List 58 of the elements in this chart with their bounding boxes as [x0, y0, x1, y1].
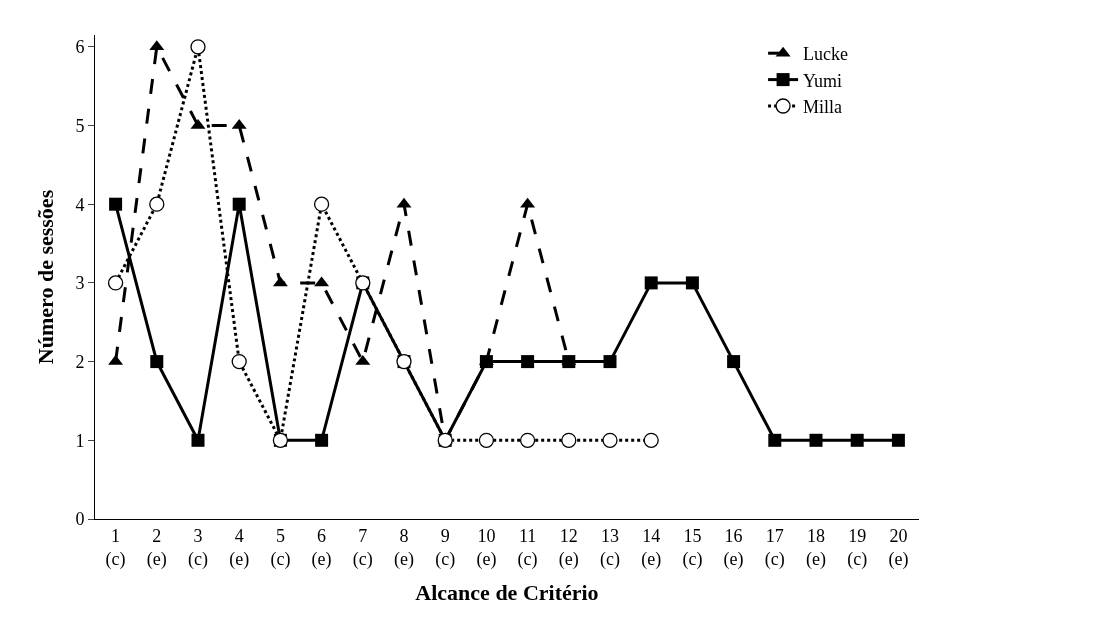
legend-label: Yumi	[803, 70, 843, 91]
point	[232, 197, 246, 211]
point	[521, 355, 535, 369]
x-tick-label: 15 (c)	[682, 525, 703, 570]
y-tick-label: 6	[75, 37, 85, 58]
point	[644, 276, 658, 290]
point	[191, 433, 205, 447]
y-axis-title: Número de sessões	[33, 189, 59, 365]
point	[190, 39, 206, 55]
x-tick-label: 5 (c)	[270, 525, 291, 570]
legend-label: Milla	[803, 97, 843, 118]
point	[643, 432, 659, 448]
x-tick-label: 6 (e)	[311, 525, 332, 570]
x-tick-label: 12 (e)	[558, 525, 579, 570]
x-tick-label: 16 (e)	[723, 525, 744, 570]
x-tick-label: 8 (e)	[394, 525, 414, 570]
y-tick-label: 5	[75, 115, 85, 136]
point	[850, 433, 864, 447]
point	[562, 355, 576, 369]
point	[768, 433, 782, 447]
point	[107, 275, 124, 291]
x-tick-label: 2 (e)	[146, 525, 167, 570]
y-tick-label: 0	[75, 509, 85, 530]
x-tick-label: 3 (c)	[188, 525, 208, 570]
point	[479, 355, 493, 369]
x-tick-label: 18 (e)	[806, 525, 826, 570]
x-tick-label: 11 (c)	[517, 525, 538, 570]
point	[315, 433, 329, 447]
x-tick-label: 14 (e)	[641, 525, 662, 570]
point	[809, 433, 823, 447]
x-tick-label: 10 (e)	[476, 525, 497, 570]
y-tick-label: 3	[75, 273, 85, 294]
y-tick-label: 2	[75, 351, 85, 372]
point	[231, 353, 247, 370]
point	[478, 432, 495, 448]
x-tick-label: 4 (e)	[229, 525, 250, 570]
point	[561, 432, 577, 448]
point	[602, 432, 618, 448]
point	[891, 433, 905, 447]
y-tick-label: 1	[75, 430, 85, 451]
x-tick-label: 19 (c)	[847, 525, 868, 570]
x-tick-label: 1 (c)	[105, 525, 126, 570]
x-tick-label: 7 (c)	[352, 525, 373, 570]
point	[150, 355, 164, 369]
point	[727, 355, 741, 369]
x-axis-title: Alcance de Critério	[415, 579, 599, 605]
legend-label: Lucke	[803, 44, 849, 65]
point	[149, 196, 165, 212]
point	[313, 196, 330, 212]
x-tick-label: 13 (c)	[600, 525, 620, 570]
point	[519, 432, 536, 448]
y-tick-label: 4	[75, 194, 85, 215]
point	[603, 355, 617, 369]
x-tick-label: 20 (e)	[888, 525, 909, 570]
point	[685, 276, 699, 290]
x-tick-label: 17 (c)	[764, 525, 785, 570]
x-tick-label: 9 (c)	[435, 525, 456, 570]
point	[109, 197, 123, 211]
